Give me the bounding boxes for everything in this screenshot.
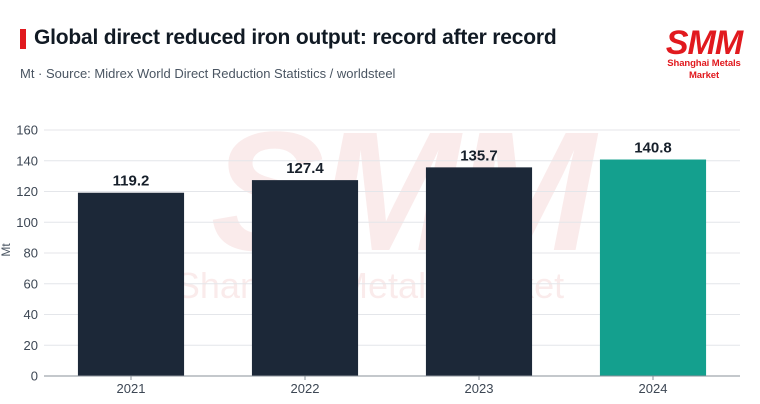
- data-label: 127.4: [286, 160, 324, 177]
- y-tick-label: 100: [16, 215, 38, 230]
- page-title: Global direct reduced iron output: recor…: [34, 26, 557, 49]
- data-label: 135.7: [460, 147, 498, 164]
- bar-2023: [425, 167, 533, 376]
- y-tick-label: 120: [16, 184, 38, 199]
- x-axis-ticks: 2021 2022 2023 2024: [117, 376, 668, 396]
- watermark: SMM Shanghai Metals Market: [176, 97, 605, 306]
- y-tick-label: 80: [24, 246, 38, 261]
- chart-subtitle: Mt · Source: Midrex World Direct Reducti…: [20, 66, 396, 81]
- title-accent-bar: [20, 29, 26, 49]
- x-tick-label: 2024: [639, 381, 668, 396]
- logo-mark: SMM: [665, 24, 743, 62]
- y-tick-label: 0: [31, 369, 38, 384]
- x-tick-label: 2023: [465, 381, 494, 396]
- y-tick-label: 160: [16, 123, 38, 138]
- bar-2021: [77, 192, 185, 376]
- y-axis-ticks: 0 20 40 60 80 100 120 140 160: [16, 123, 38, 384]
- y-tick-label: 140: [16, 153, 38, 168]
- y-tick-label: 20: [24, 338, 38, 353]
- x-tick-label: 2022: [291, 381, 320, 396]
- data-label: 140.8: [634, 140, 672, 157]
- y-tick-label: 40: [24, 307, 38, 322]
- bar-2024: [599, 159, 707, 376]
- logo-subtitle: Shanghai Metals Market: [667, 58, 741, 81]
- data-labels: 119.2 127.4 135.7 140.8: [113, 140, 672, 190]
- bar-2022: [251, 180, 359, 376]
- smm-logo: SMM Shanghai Metals Market: [658, 24, 750, 82]
- y-tick-label: 60: [24, 276, 38, 291]
- x-tick-label: 2021: [117, 381, 146, 396]
- y-axis-label: Mt: [0, 243, 13, 257]
- bars: [77, 159, 707, 376]
- data-label: 119.2: [113, 173, 150, 190]
